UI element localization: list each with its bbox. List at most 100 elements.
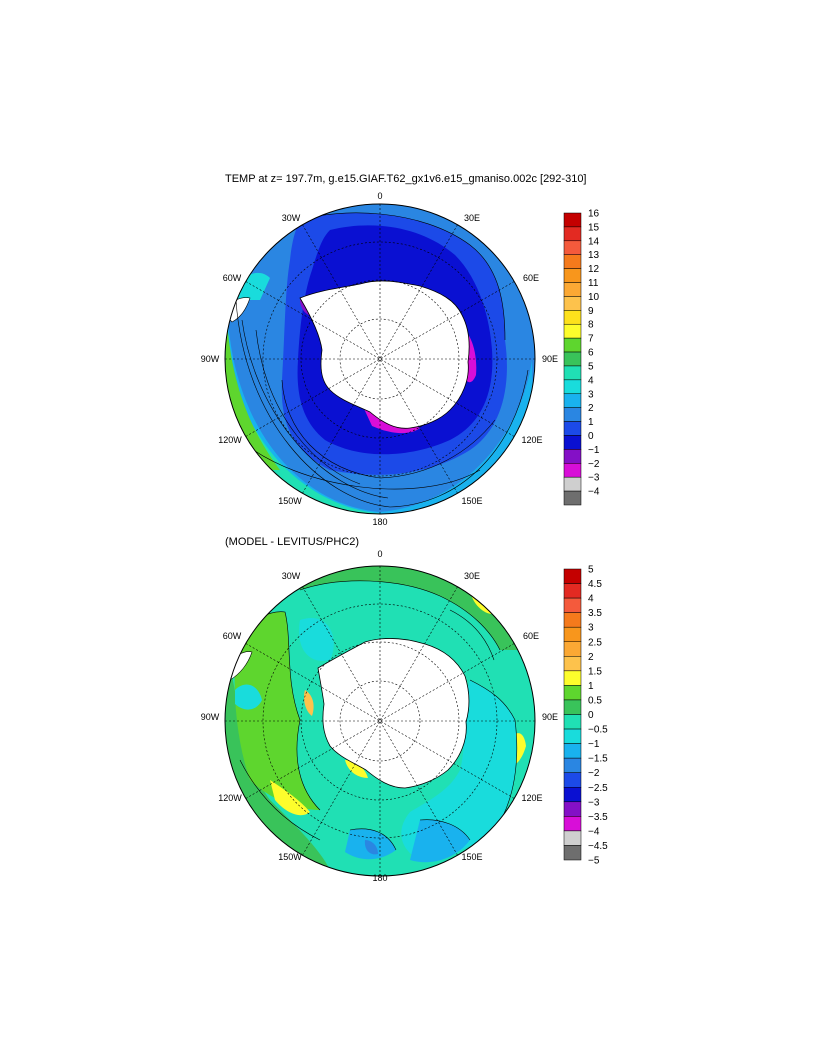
- bottom-colorbar-label: −4: [588, 826, 600, 837]
- bottom-colorbar-swatch: [563, 641, 582, 657]
- top-colorbar-label: 4: [588, 375, 594, 386]
- bottom-colorbar-swatch: [563, 743, 582, 759]
- top-colorbar-label: 1: [588, 417, 594, 428]
- bottom-colorbar-swatch: [563, 801, 582, 817]
- bottom-colorbar-swatch: [563, 714, 582, 730]
- bottom-colorbar-swatch: [563, 685, 582, 701]
- top-lon-label-120w: 120W: [218, 435, 242, 445]
- bottom-lon-label-60w: 60W: [223, 631, 242, 641]
- bottom-colorbar-label: 3: [588, 623, 594, 634]
- top-colorbar-swatch: [563, 435, 582, 450]
- bottom-field-1to1.5: [234, 611, 320, 810]
- top-colorbar-swatch: [563, 379, 582, 395]
- top-colorbar-swatch: [563, 240, 582, 255]
- top-lon-label-30e: 30E: [464, 213, 480, 223]
- top-colorbar-swatch: [563, 476, 582, 492]
- top-colorbar-swatch: [563, 421, 582, 436]
- top-polar-map: 0 30E 60E 90E 120E 150E 180 150W 120W 90…: [201, 191, 600, 527]
- top-colorbar-label: 11: [588, 278, 599, 289]
- top-colorbar-swatch: [563, 351, 582, 367]
- bottom-colorbar-label: 4.5: [588, 579, 602, 590]
- bottom-colorbar-label: −2.5: [588, 783, 608, 794]
- bottom-lon-label-150w: 150W: [278, 852, 302, 862]
- bottom-lon-label-120e: 120E: [521, 793, 542, 803]
- bottom-colorbar-swatch: [563, 816, 582, 832]
- top-panel-title: TEMP at z= 197.7m, g.e15.GIAF.T62_gx1v6.…: [225, 173, 587, 185]
- bottom-lon-label-120w: 120W: [218, 793, 242, 803]
- bottom-colorbar-label: −3.5: [588, 812, 608, 823]
- bottom-colorbar-label: 2.5: [588, 637, 602, 648]
- bottom-colorbar-swatch: [563, 787, 582, 803]
- bottom-lon-label-90w: 90W: [201, 712, 220, 722]
- top-colorbar-swatch: [563, 463, 582, 478]
- top-colorbar-swatch: [563, 212, 582, 228]
- top-colorbar-label: 9: [588, 306, 594, 317]
- bottom-colorbar-swatch: [563, 772, 582, 788]
- top-colorbar-label: 12: [588, 264, 600, 275]
- bottom-field-2to2.5: [303, 690, 314, 716]
- top-lon-label-0: 0: [377, 191, 382, 201]
- bottom-colorbar-label: 0: [588, 710, 594, 721]
- bottom-colorbar-swatch: [563, 699, 582, 715]
- top-colorbar-label: 13: [588, 250, 600, 261]
- top-lon-label-150w: 150W: [278, 496, 302, 506]
- top-colorbar-label: 14: [588, 236, 600, 247]
- bottom-field-1.5to2: [270, 780, 310, 816]
- bottom-colorbar-swatch: [563, 612, 582, 628]
- top-colorbar-label: 3: [588, 389, 594, 400]
- top-lon-label-60w: 60W: [223, 273, 242, 283]
- bottom-lon-label-180: 180: [372, 873, 387, 883]
- top-colorbar-label: 5: [588, 361, 594, 372]
- bottom-colorbar-swatch: [563, 670, 582, 686]
- bottom-panel-title: (MODEL - LEVITUS/PHC2): [225, 536, 360, 548]
- top-graticule: [225, 204, 535, 514]
- bottom-colorbar-label: 4: [588, 594, 594, 605]
- bottom-colorbar: 5 4.5 4 3.5 3 2.5 2 1.5 1 0.5 0 −0.5 −1 −1.5 −2 −2.5 −3 −…: [563, 565, 608, 867]
- bottom-colorbar-label: −1.5: [588, 754, 608, 765]
- bottom-colorbar-label: −0.5: [588, 725, 608, 736]
- top-lon-labels: 0 30E 60E 90E 120E 150E 180 150W 120W 90…: [201, 191, 558, 527]
- bottom-colorbar-label: 1: [588, 681, 594, 692]
- top-lon-label-90w: 90W: [201, 354, 220, 364]
- top-colorbar-swatch: [563, 254, 582, 269]
- top-colorbar-label: 15: [588, 222, 600, 233]
- top-lon-label-60e: 60E: [523, 273, 539, 283]
- top-colorbar-label: −3: [588, 473, 600, 484]
- bottom-colorbar-label: 2: [588, 652, 594, 663]
- top-colorbar-label: −1: [588, 445, 600, 456]
- bottom-lon-label-30w: 30W: [282, 571, 301, 581]
- bottom-lon-label-150e: 150E: [461, 852, 482, 862]
- top-colorbar-swatch: [563, 449, 582, 464]
- bottom-colorbar-swatch: [563, 626, 582, 643]
- bottom-map-border: [224, 565, 536, 877]
- top-lon-label-180: 180: [372, 517, 387, 527]
- top-colorbar-label: 2: [588, 403, 594, 414]
- bottom-colorbar-swatch: [563, 845, 582, 861]
- top-colorbar-label: −2: [588, 459, 600, 470]
- top-colorbar-swatch: [563, 310, 582, 325]
- bottom-field-neg0.5to0: [401, 680, 517, 860]
- top-colorbar-swatch: [563, 393, 582, 408]
- bottom-colorbar-label: 5: [588, 565, 594, 576]
- top-map-border: [224, 203, 536, 515]
- bottom-colorbar-swatch: [563, 597, 582, 613]
- bottom-antarctica-landmass: [317, 638, 470, 789]
- bottom-colorbar-label: 3.5: [588, 608, 602, 619]
- top-colorbar-swatch: [563, 323, 582, 339]
- top-lon-label-90e: 90E: [542, 354, 558, 364]
- bottom-colorbar-label: −5: [588, 856, 600, 867]
- bottom-field-neg1.5to-neg1: [364, 840, 378, 855]
- top-colorbar-label: 8: [588, 320, 594, 331]
- top-colorbar-label: 16: [588, 209, 600, 220]
- top-antarctica-landmass: [299, 280, 470, 429]
- top-colorbar-label: 6: [588, 348, 594, 359]
- top-lon-label-120e: 120E: [521, 435, 542, 445]
- bottom-colorbar-swatch: [563, 583, 582, 599]
- bottom-lon-label-0: 0: [377, 549, 382, 559]
- bottom-field-neg1to-neg0.5: [410, 819, 470, 863]
- top-colorbar-swatch: [563, 226, 582, 242]
- bottom-colorbar-swatch: [563, 568, 582, 584]
- bottom-colorbar-label: 1.5: [588, 666, 602, 677]
